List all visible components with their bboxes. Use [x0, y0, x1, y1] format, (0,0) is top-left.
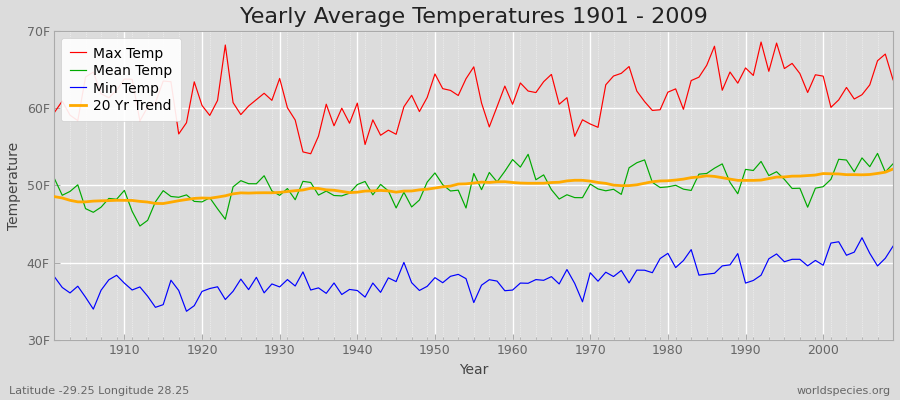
- Line: 20 Yr Trend: 20 Yr Trend: [55, 169, 893, 204]
- 20 Yr Trend: [337, 189, 347, 194]
- X-axis label: Year: Year: [459, 363, 489, 377]
- Legend: Max Temp, Mean Temp, Min Temp, 20 Yr Trend: Max Temp, Mean Temp, Min Temp, 20 Yr Tre…: [61, 38, 181, 121]
- Min Temp: [508, 288, 518, 292]
- Mean Temp: [112, 197, 122, 202]
- Min Temp: [181, 309, 192, 314]
- Max Temp: [305, 151, 316, 156]
- 20 Yr Trend: [158, 201, 168, 206]
- Mean Temp: [508, 157, 518, 162]
- 20 Yr Trend: [290, 188, 301, 193]
- Text: worldspecies.org: worldspecies.org: [796, 386, 891, 396]
- 20 Yr Trend: [887, 167, 898, 172]
- 20 Yr Trend: [50, 194, 60, 199]
- Min Temp: [337, 292, 347, 297]
- Mean Temp: [337, 194, 347, 198]
- Mean Temp: [290, 197, 301, 202]
- Max Temp: [337, 106, 347, 111]
- Min Temp: [857, 235, 868, 240]
- Min Temp: [50, 274, 60, 279]
- 20 Yr Trend: [515, 181, 526, 186]
- Min Temp: [887, 244, 898, 248]
- 20 Yr Trend: [112, 198, 122, 203]
- Max Temp: [887, 78, 898, 82]
- 20 Yr Trend: [608, 183, 619, 188]
- Min Temp: [290, 284, 301, 288]
- Text: Latitude -29.25 Longitude 28.25: Latitude -29.25 Longitude 28.25: [9, 386, 189, 396]
- Max Temp: [112, 88, 122, 93]
- Title: Yearly Average Temperatures 1901 - 2009: Yearly Average Temperatures 1901 - 2009: [239, 7, 707, 27]
- Mean Temp: [50, 176, 60, 181]
- Mean Temp: [887, 162, 898, 166]
- Mean Temp: [134, 224, 145, 228]
- Mean Temp: [872, 151, 883, 156]
- Min Temp: [112, 273, 122, 278]
- Max Temp: [515, 80, 526, 85]
- Max Temp: [282, 105, 292, 110]
- Min Temp: [515, 281, 526, 286]
- Max Temp: [508, 102, 518, 107]
- Max Temp: [756, 40, 767, 44]
- Max Temp: [50, 110, 60, 115]
- Y-axis label: Temperature: Temperature: [7, 141, 21, 230]
- Min Temp: [608, 274, 619, 279]
- Line: Min Temp: Min Temp: [55, 238, 893, 311]
- 20 Yr Trend: [508, 180, 518, 185]
- Line: Max Temp: Max Temp: [55, 42, 893, 154]
- Mean Temp: [515, 165, 526, 170]
- Mean Temp: [608, 187, 619, 192]
- Max Temp: [608, 74, 619, 78]
- Line: Mean Temp: Mean Temp: [55, 153, 893, 226]
